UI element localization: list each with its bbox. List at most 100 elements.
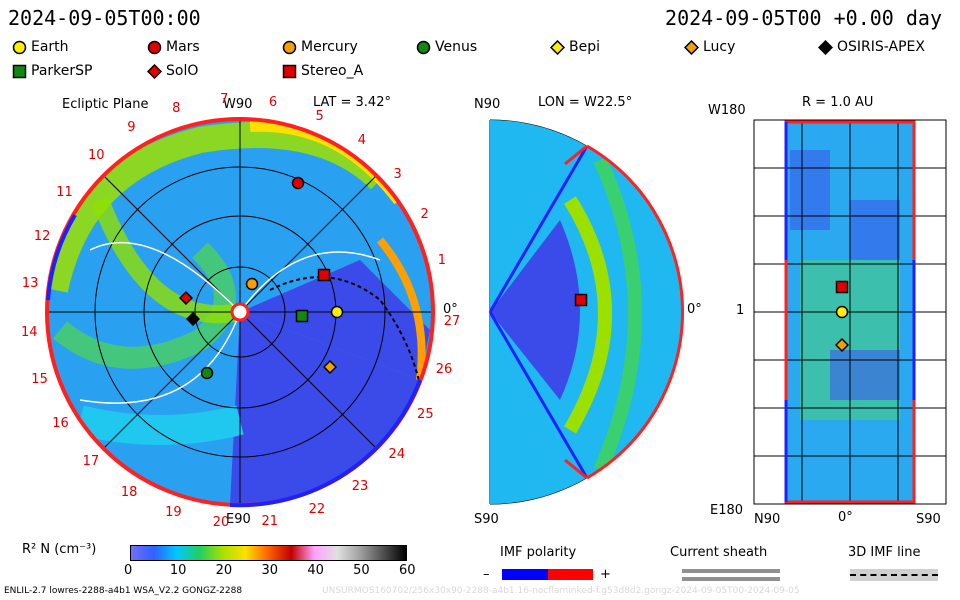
meridional-right-label: 0° xyxy=(687,302,702,317)
legend-label: ParkerSP xyxy=(31,63,93,79)
rotation-number: 12 xyxy=(33,228,51,244)
current-sheath-line-1 xyxy=(682,569,780,573)
rotation-number: 4 xyxy=(357,133,367,149)
rotation-number: 21 xyxy=(261,513,279,529)
rotation-number: 10 xyxy=(87,148,105,164)
circle-marker-icon xyxy=(147,40,162,55)
rotation-number: 17 xyxy=(82,454,100,470)
mercury-marker xyxy=(245,277,259,291)
map-x-right: S90 xyxy=(916,512,941,527)
earth-marker xyxy=(835,305,849,319)
square-marker-icon xyxy=(282,64,297,79)
rotation-number: 7 xyxy=(220,92,229,108)
venus-marker xyxy=(200,366,214,380)
legend-item: SolO xyxy=(147,63,198,79)
legend-item: Venus xyxy=(416,39,477,55)
colorbar-tick: 50 xyxy=(353,563,370,578)
imf-positive-bar xyxy=(548,569,593,580)
rotation-number: 20 xyxy=(212,515,230,531)
diamond-marker-icon xyxy=(818,39,833,55)
rotation-number: 6 xyxy=(268,95,278,111)
lucy-marker xyxy=(835,338,849,352)
datetime-right: 2024-09-05T00 +0.00 day xyxy=(665,6,942,30)
ecliptic-lat-label: LAT = 3.42° xyxy=(313,95,391,110)
map-top-left: W180 xyxy=(708,103,746,118)
circle-marker-icon xyxy=(416,40,431,55)
legend-label: SolO xyxy=(166,63,199,79)
current-sheath-line-2 xyxy=(682,577,780,581)
colorbar-label: R² N (cm⁻³) xyxy=(22,542,97,557)
solo-marker xyxy=(179,291,193,305)
rotation-number: 3 xyxy=(393,166,402,182)
map-bottom-left: E180 xyxy=(710,503,744,518)
meridional-density-field xyxy=(490,120,683,504)
legend-item: Earth xyxy=(12,39,69,55)
earth-marker xyxy=(330,305,344,319)
stereo-a-marker xyxy=(835,280,849,294)
legend-label: Mars xyxy=(166,39,200,55)
rotation-number: 11 xyxy=(56,185,73,201)
rotation-number: 5 xyxy=(315,109,324,125)
legend-label: Stereo_A xyxy=(301,63,364,79)
map-title: R = 1.0 AU xyxy=(802,95,874,110)
rotation-number: 24 xyxy=(388,446,406,462)
diamond-marker-icon xyxy=(550,39,565,55)
legend-label: Bepi xyxy=(569,39,600,55)
legend-item: Bepi xyxy=(550,39,600,55)
map-x-mid: 0° xyxy=(838,510,853,525)
square-marker-icon xyxy=(12,64,27,79)
map-x-left: N90 xyxy=(754,512,781,527)
legend-item: Lucy xyxy=(684,39,735,55)
rotation-number: 8 xyxy=(172,100,181,116)
rotation-number: 13 xyxy=(21,275,39,291)
rotation-number: 27 xyxy=(443,314,461,330)
diamond-marker-icon xyxy=(684,39,699,55)
rotation-number: 9 xyxy=(127,119,136,135)
datetime-left: 2024-09-05T00:00 xyxy=(8,6,201,30)
legend-label: Mercury xyxy=(301,39,358,55)
imf-line-dashed xyxy=(850,574,938,576)
legend-label: Venus xyxy=(435,39,478,55)
legend-item: OSIRIS-APEX xyxy=(818,39,925,55)
ecliptic-title: Ecliptic Plane xyxy=(62,97,149,112)
footer-left: ENLIL-2.7 lowres-2288-a4b1 WSA_V2.2 GONG… xyxy=(4,586,243,596)
current-sheath-label: Current sheath xyxy=(670,545,768,560)
meridional-lon-label: LON = W22.5° xyxy=(538,95,633,110)
legend-label: OSIRIS-APEX xyxy=(837,39,925,55)
circle-marker-icon xyxy=(12,40,27,55)
sun-icon xyxy=(230,302,250,322)
imf-minus: – xyxy=(483,567,490,582)
legend-label: Lucy xyxy=(703,39,736,55)
stereo-a-marker xyxy=(574,293,588,307)
rotation-number: 25 xyxy=(417,407,434,423)
rotation-number: 23 xyxy=(351,478,369,494)
colorbar xyxy=(130,545,407,561)
lucy-marker xyxy=(323,360,337,374)
ecliptic-top-label: W90 xyxy=(223,97,253,112)
colorbar-tick: 20 xyxy=(215,563,233,578)
imf-polarity-label: IMF polarity xyxy=(500,545,577,560)
legend-label: Earth xyxy=(31,39,69,55)
footer-right: UNSURMOS160702/256x30x90-2288-a4b1.16-no… xyxy=(322,586,800,596)
mars-marker xyxy=(291,176,305,190)
ecliptic-right-label: 0° xyxy=(443,302,458,317)
colorbar-tick: 10 xyxy=(169,563,187,578)
legend-item: Mars xyxy=(147,39,200,55)
rotation-number: 26 xyxy=(435,362,453,378)
rotation-number: 18 xyxy=(120,484,138,500)
rotation-number: 16 xyxy=(52,416,69,432)
colorbar-tick: 0 xyxy=(124,563,133,578)
circle-marker-icon xyxy=(282,40,297,55)
meridional-top-label: N90 xyxy=(474,97,501,112)
legend-item: Stereo_A xyxy=(282,63,363,79)
stereo-a-marker xyxy=(317,268,331,282)
imf-plus: + xyxy=(600,567,611,582)
rotation-number: 14 xyxy=(21,324,38,340)
parkersp-marker xyxy=(295,309,309,323)
legend-item: Mercury xyxy=(282,39,358,55)
diamond-marker-icon xyxy=(147,63,162,79)
colorbar-tick: 40 xyxy=(307,563,324,578)
rotation-number: 15 xyxy=(31,372,48,388)
imf-negative-bar xyxy=(502,569,548,580)
